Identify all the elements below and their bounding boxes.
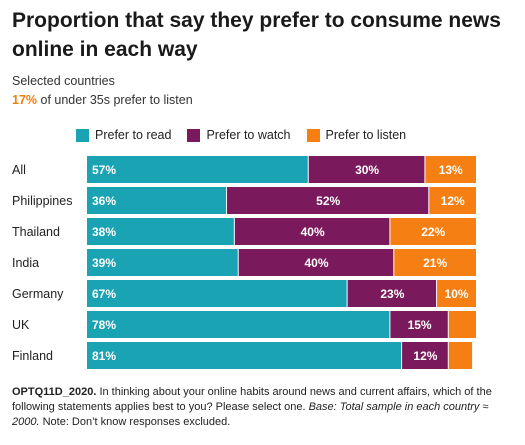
- bar-germany-watch: [347, 280, 437, 307]
- bar-uk-listen: [448, 311, 476, 338]
- legend-label-read: Prefer to read: [95, 128, 172, 142]
- chart-subtitle: Selected countries: [12, 74, 115, 88]
- data-label-germany-listen: 10%: [445, 287, 469, 301]
- highlight-note: 17% of under 35s prefer to listen: [12, 92, 193, 108]
- category-label-all: All: [12, 163, 26, 177]
- data-label-germany-watch: 23%: [380, 287, 404, 301]
- data-label-india-read: 39%: [92, 256, 116, 270]
- data-label-all-watch: 30%: [355, 163, 379, 177]
- data-label-germany-read: 67%: [92, 287, 116, 301]
- data-label-philippines-watch: 52%: [316, 194, 340, 208]
- data-label-uk-read: 78%: [92, 318, 116, 332]
- bar-all-watch: [308, 156, 425, 183]
- chart-title: Proportion that say they prefer to consu…: [12, 9, 501, 61]
- stacked-bar-chart: All 57% 30% 13% Philippines 36% 52% 12% Thailand…: [12, 156, 476, 369]
- footnote-note: Note: Don’t know responses excluded.: [39, 416, 231, 428]
- bar-thailand-watch: [234, 218, 390, 245]
- highlight-value: 17%: [12, 93, 38, 107]
- bar-germany-listen: [437, 280, 476, 307]
- data-label-philippines-listen: 12%: [441, 194, 465, 208]
- bar-thailand-listen: [390, 218, 476, 245]
- legend-label-listen: Prefer to listen: [325, 128, 407, 142]
- footnote: OPTQ11D_2020. In thinking about your onl…: [12, 385, 517, 430]
- bar-india-listen: [394, 249, 476, 276]
- legend-swatch-watch: [187, 128, 201, 142]
- category-label-uk: UK: [12, 318, 30, 332]
- data-label-thailand-watch: 40%: [301, 225, 325, 239]
- data-label-all-listen: 13%: [439, 163, 463, 177]
- chart-legend: Prefer to read Prefer to watch Prefer to…: [76, 127, 422, 143]
- bar-germany-read: [87, 280, 347, 307]
- legend-swatch-read: [76, 128, 89, 142]
- data-label-thailand-read: 38%: [92, 225, 116, 239]
- bar-uk-watch: [390, 311, 448, 338]
- legend-item-read: Prefer to read: [76, 128, 171, 142]
- data-label-india-watch: 40%: [304, 256, 328, 270]
- data-label-finland-watch: 12%: [413, 349, 437, 363]
- bar-uk-read: [87, 311, 390, 338]
- bar-all-read: [87, 156, 308, 183]
- data-label-india-listen: 21%: [423, 256, 447, 270]
- bar-finland-read: [87, 342, 402, 369]
- bar-philippines-watch: [227, 187, 429, 214]
- data-label-uk-watch: 15%: [408, 318, 432, 332]
- category-label-germany: Germany: [12, 287, 64, 301]
- footnote-question: In thinking about your online habits aro…: [12, 386, 492, 413]
- bar-philippines-read: [87, 187, 227, 214]
- data-label-philippines-read: 36%: [92, 194, 116, 208]
- data-label-finland-read: 81%: [92, 349, 116, 363]
- data-label-thailand-listen: 22%: [421, 225, 445, 239]
- legend-item-listen: Prefer to listen: [306, 128, 407, 142]
- footnote-base: Base: Total sample in each country ≈ 200…: [12, 401, 489, 428]
- category-label-philippines: Philippines: [12, 194, 72, 208]
- bar-india-watch: [238, 249, 394, 276]
- bar-philippines-listen: [429, 187, 476, 214]
- bar-all-listen: [425, 156, 476, 183]
- highlight-text: of under 35s prefer to listen: [37, 93, 193, 107]
- bar-thailand-read: [87, 218, 234, 245]
- bar-finland-watch: [402, 342, 448, 369]
- legend-swatch-listen: [306, 128, 320, 142]
- legend-label-watch: Prefer to watch: [206, 128, 291, 142]
- data-label-all-read: 57%: [92, 163, 116, 177]
- category-label-india: India: [12, 256, 39, 270]
- bar-india-read: [87, 249, 238, 276]
- category-label-finland: Finland: [12, 349, 53, 363]
- legend-item-watch: Prefer to watch: [187, 128, 291, 142]
- bar-finland-listen: [448, 342, 473, 369]
- footnote-code: OPTQ11D_2020.: [12, 386, 97, 398]
- category-label-thailand: Thailand: [12, 225, 60, 239]
